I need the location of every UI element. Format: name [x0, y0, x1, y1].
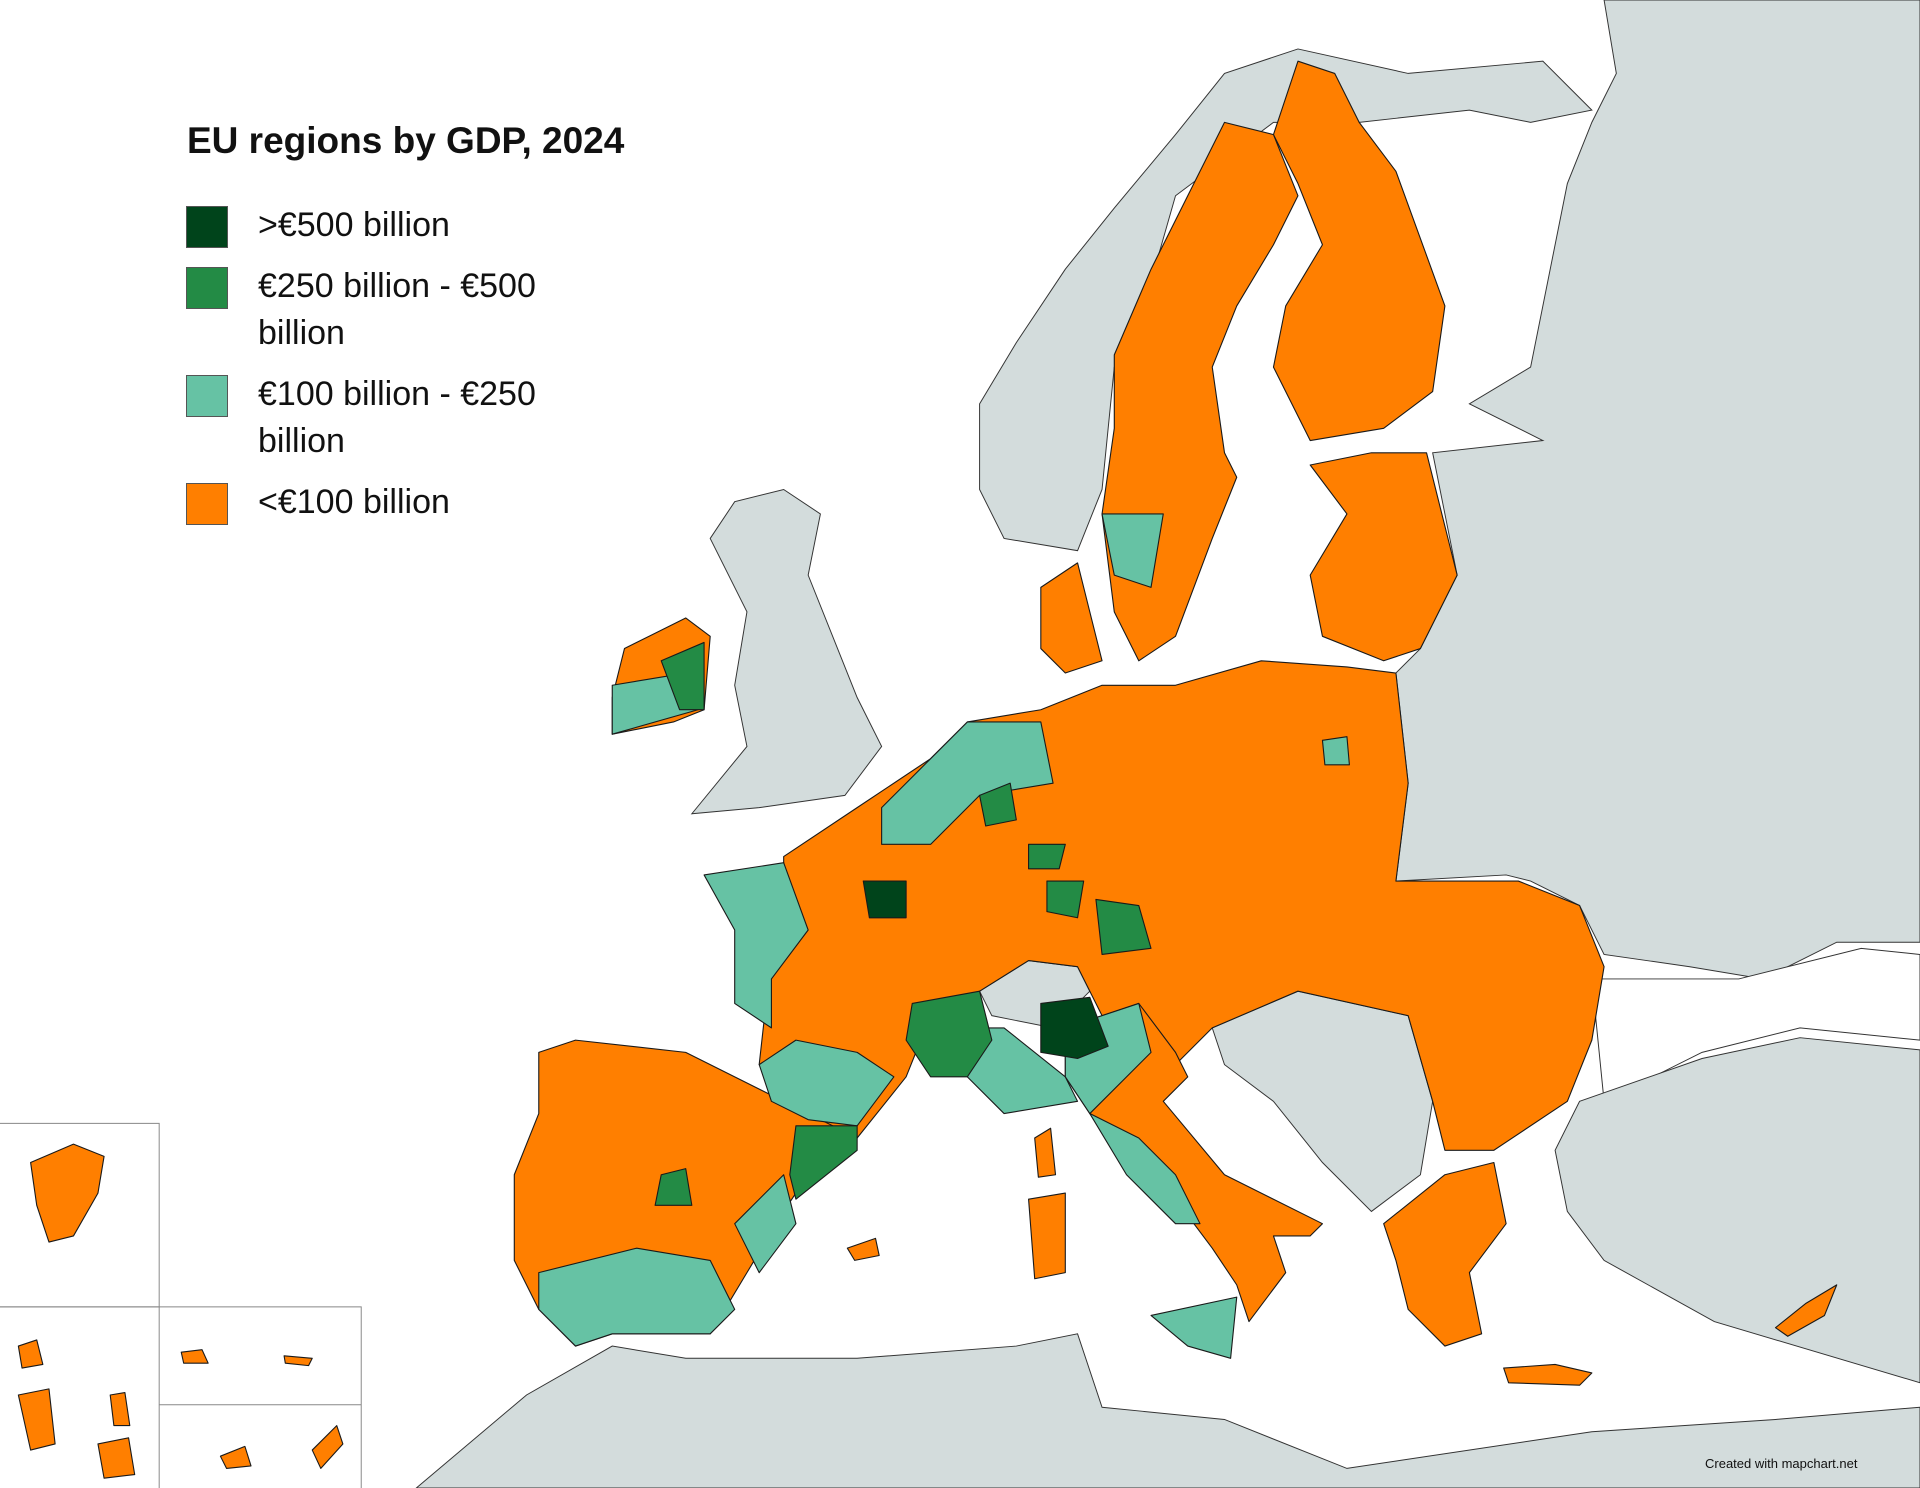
legend-swatch — [186, 206, 228, 248]
region — [905, 990, 993, 1078]
legend-label: <€100 billion — [258, 483, 450, 521]
legend-label: €100 billion - €250 billion — [258, 375, 536, 460]
region — [283, 1355, 313, 1367]
legend-item: >€500 billion — [186, 206, 598, 249]
legend-swatch — [186, 483, 228, 525]
region — [1034, 1127, 1057, 1178]
region — [1046, 880, 1085, 919]
credit: Created with mapchart.net — [1705, 1456, 1858, 1471]
region — [1150, 1296, 1238, 1359]
uk — [690, 488, 883, 815]
region — [1383, 1161, 1507, 1347]
legend: >€500 billion €250 billion - €500 billion… — [186, 206, 598, 544]
region — [1040, 996, 1109, 1060]
balkans — [1211, 990, 1434, 1213]
region — [1272, 60, 1446, 442]
region — [1774, 1284, 1838, 1337]
region — [881, 721, 1054, 845]
region — [1040, 562, 1103, 674]
eu-regions — [0, 60, 1838, 1488]
region — [1095, 898, 1152, 956]
region — [30, 1143, 105, 1243]
region — [660, 641, 705, 711]
north-africa — [415, 1333, 1920, 1488]
region — [1101, 513, 1164, 588]
region — [758, 1039, 895, 1127]
norway — [979, 48, 1593, 552]
region — [1503, 1363, 1593, 1386]
region — [1309, 452, 1458, 662]
region — [1089, 1113, 1201, 1225]
region — [789, 1125, 858, 1200]
region — [180, 1349, 209, 1364]
region — [654, 1168, 693, 1206]
region — [17, 1339, 44, 1369]
region — [109, 1392, 131, 1427]
legend-swatch — [186, 375, 228, 417]
region — [1028, 843, 1066, 870]
inset-frame — [0, 1306, 362, 1488]
region — [1028, 1192, 1066, 1280]
region — [1321, 736, 1350, 766]
region — [862, 880, 907, 919]
region — [734, 1174, 797, 1274]
map-title: EU regions by GDP, 2024 — [187, 120, 625, 161]
region — [846, 1237, 880, 1261]
east-land — [1395, 0, 1920, 980]
region — [538, 1247, 736, 1347]
legend-item: €100 billion - €250 billion — [186, 375, 598, 465]
legend-item: €250 billion - €500 billion — [186, 267, 598, 357]
region — [979, 782, 1017, 827]
legend-label: >€500 billion — [258, 206, 450, 244]
region — [219, 1445, 252, 1469]
legend-label: €250 billion - €500 billion — [258, 267, 536, 352]
region — [703, 862, 809, 1029]
legend-swatch — [186, 267, 228, 309]
region — [17, 1388, 56, 1451]
legend-item: <€100 billion — [186, 483, 598, 526]
region — [311, 1425, 344, 1469]
region — [97, 1437, 136, 1479]
